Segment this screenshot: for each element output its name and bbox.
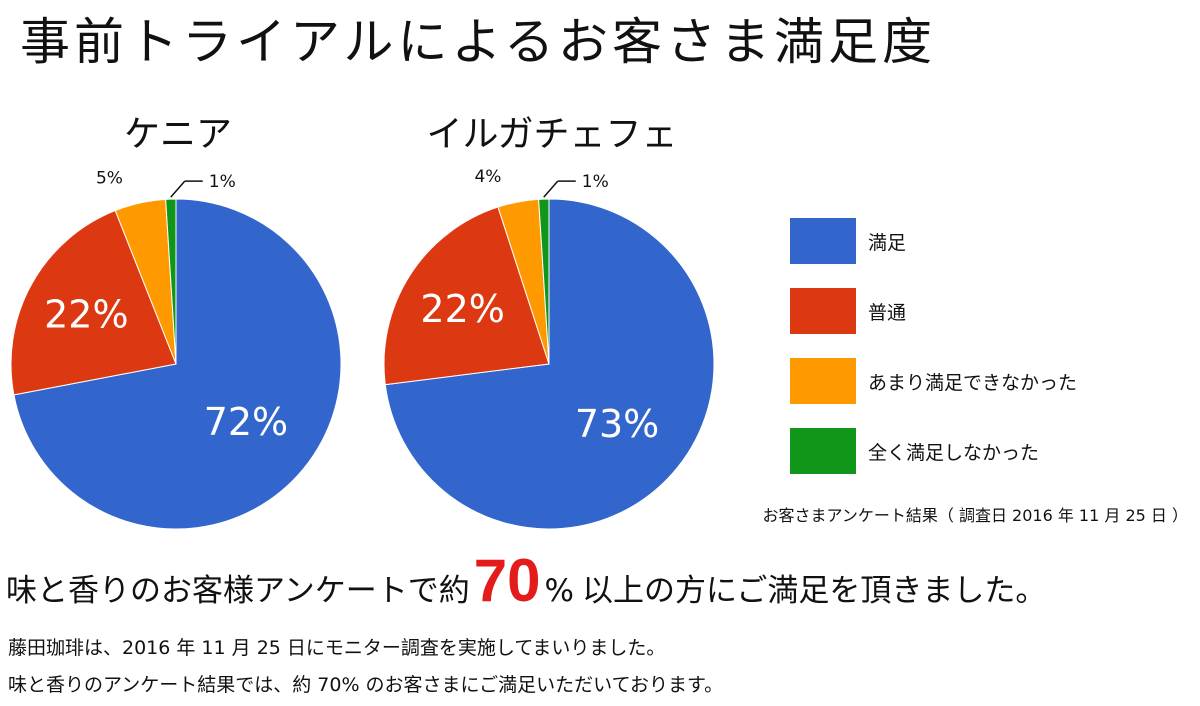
slice-normal [383,206,550,386]
page-title: 事前トライアルによるお客さま満足度 [20,13,936,71]
pie-title: イルガチェフェ [427,114,678,155]
slice-label: 22% [420,287,504,331]
leader-line [170,180,186,198]
slice-satisfied [13,198,342,530]
slice-label: 1% [209,172,236,192]
pie-chart-kenya: ケニア 72% 22% 5% 1% [10,114,342,530]
legend-item-not-satisfied: 全く満足しなかった [790,428,1077,474]
headline-percent-sign: % [544,573,574,609]
legend-label: 全く満足しなかった [868,441,1040,464]
slice-label: 5% [96,168,123,188]
legend-swatch [790,358,856,404]
headline: 味と香りのお客様アンケートで約 70 % 以上の方にご満足を頂きました。 [6,547,1047,614]
slice-not-satisfied [165,198,177,365]
legend-label: あまり満足できなかった [868,371,1078,394]
headline-suffix: 以上の方にご満足を頂きました。 [581,573,1047,609]
legend-item-somewhat-unsatisfied: あまり満足できなかった [790,358,1077,404]
legend-swatch [790,218,856,264]
legend-swatch [790,428,856,474]
slice-label: 4% [474,167,501,187]
legend-label: 満足 [868,231,907,254]
headline-highlight-number: 70 [473,547,541,614]
survey-source-note: お客さまアンケート結果（ 調査日 2016 年 11 月 25 日 ） [762,506,1189,525]
legend: 満足 普通 あまり満足できなかった 全く満足しなかった [790,218,1077,498]
leader-line [543,180,559,198]
body-text-line: 藤田珈琲は、2016 年 11 月 25 日にモニター調査を実施してまいりました… [8,637,666,659]
pie-chart-yirgacheffe: イルガチェフェ 73% 22% 4% 1% [383,114,715,530]
slice-label: 72% [204,400,288,444]
legend-swatch [790,288,856,334]
legend-label: 普通 [868,301,907,324]
legend-item-satisfied: 満足 [790,218,1077,264]
slice-satisfied [384,198,715,530]
slice-label: 73% [575,402,659,446]
legend-item-normal: 普通 [790,288,1077,334]
slice-label: 22% [44,293,128,337]
body-text-line: 味と香りのアンケート結果では、約 70% のお客さまにご満足いただいております。 [8,674,724,696]
pie-title: ケニア [124,114,232,155]
slice-not-satisfied [538,198,550,365]
slice-normal [10,209,177,396]
slice-label: 1% [582,172,609,192]
headline-prefix: 味と香りのお客様アンケートで約 [6,573,470,609]
